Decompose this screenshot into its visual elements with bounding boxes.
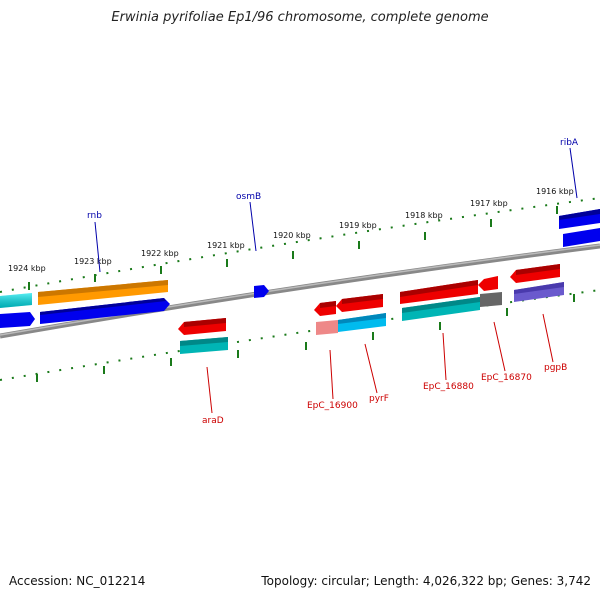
map-title: Erwinia pyrifoliae Ep1/96 chromosome, co…: [111, 10, 489, 25]
gene-label-pyrF[interactable]: pyrF: [369, 394, 389, 404]
feature-araD-teal[interactable]: [180, 337, 228, 354]
feature-osmB[interactable]: [254, 285, 269, 298]
accession-text: Accession: NC_012214: [9, 574, 146, 588]
topology-text: Topology: circular; Length: 4,026,322 bp…: [261, 574, 591, 588]
inner-tick-track: [0, 289, 600, 381]
feature-teal-mid[interactable]: [402, 297, 480, 321]
gene-label-EpC_16870[interactable]: EpC_16870: [481, 373, 532, 383]
feature-blue-right[interactable]: [563, 228, 600, 247]
leader-EpC_16900: [329, 349, 334, 400]
gene-label-ribA[interactable]: ribA: [560, 138, 579, 148]
feature-EpC_16900-fwd[interactable]: [314, 301, 336, 316]
leader-osmB: [249, 201, 257, 252]
gene-label-EpC_16900[interactable]: EpC_16900: [307, 401, 358, 411]
feature-pgpB-fwd[interactable]: [510, 264, 560, 283]
scale-label-1923: 1923 kbp: [74, 257, 112, 266]
major-ticks: [28, 206, 558, 290]
feature-cyan-left[interactable]: [0, 293, 32, 308]
feature-blue-left[interactable]: [0, 312, 35, 328]
scale-label-1922: 1922 kbp: [141, 249, 179, 258]
leader-ribA: [569, 147, 578, 199]
leader-EpC_16870: [493, 321, 506, 372]
feature-pyrF-fwd[interactable]: [336, 294, 383, 312]
feature-EpC_16870-fwd[interactable]: [478, 276, 498, 291]
outer-tick-track: [0, 197, 600, 293]
leader-araD: [206, 366, 213, 414]
gene-label-EpC_16880[interactable]: EpC_16880: [423, 382, 474, 392]
gene-label-osmB[interactable]: osmB: [236, 192, 261, 202]
feature-rnb[interactable]: [38, 280, 168, 305]
leader-pyrF: [364, 343, 378, 394]
scale-label-1917: 1917 kbp: [470, 199, 508, 208]
genome-backbone: [0, 243, 600, 339]
feature-grey[interactable]: [480, 292, 502, 307]
feature-blue-long[interactable]: [40, 298, 170, 324]
leader-rnb: [94, 221, 101, 273]
scale-label-1919: 1919 kbp: [339, 221, 377, 230]
gene-label-araD[interactable]: araD: [202, 416, 224, 426]
scale-label-1916: 1916 kbp: [536, 187, 574, 196]
feature-lightblue[interactable]: [338, 313, 386, 332]
scale-label-1921: 1921 kbp: [207, 241, 245, 250]
feature-pink[interactable]: [316, 320, 338, 335]
inner-major-ticks: [36, 294, 575, 382]
feature-araD-red[interactable]: [178, 318, 226, 335]
feature-EpC_16880-fwd[interactable]: [400, 280, 478, 304]
scale-label-1920: 1920 kbp: [273, 231, 311, 240]
scale-label-1918: 1918 kbp: [405, 211, 443, 220]
feature-ribA[interactable]: [559, 209, 600, 229]
leader-EpC_16880: [442, 332, 447, 381]
leader-pgpB: [542, 313, 554, 363]
gene-label-pgpB[interactable]: pgpB: [544, 363, 567, 373]
scale-label-1924: 1924 kbp: [8, 264, 46, 273]
feature-slate[interactable]: [514, 282, 564, 302]
gene-label-rnb[interactable]: rnb: [87, 211, 102, 221]
